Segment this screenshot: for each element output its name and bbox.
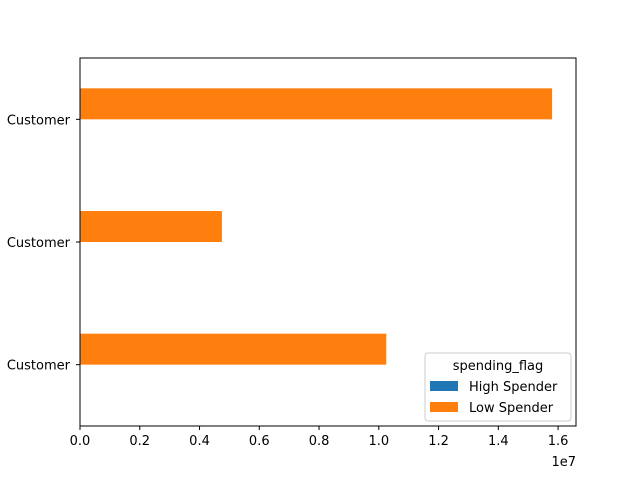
legend: spending_flag High Spender Low Spender [424, 352, 572, 422]
x-tick-label: 0.6 [249, 434, 270, 449]
y-tick-label: Customer [7, 236, 71, 251]
bar-low-spender-0 [80, 333, 387, 365]
legend-box [424, 352, 572, 422]
legend-title: spending_flag [453, 359, 544, 374]
legend-label-low-spender: Low Spender [469, 401, 554, 416]
x-tick-label: 0.8 [309, 434, 330, 449]
x-tick-label: 0.0 [70, 434, 91, 449]
legend-swatch-low-spender [430, 402, 458, 412]
y-tick-label: Customer [7, 113, 71, 128]
bars-group [80, 88, 553, 365]
x-tick-label: 0.4 [189, 434, 210, 449]
y-axis: Customer Customer Customer [7, 113, 80, 374]
y-tick-label: Customer [7, 359, 71, 374]
x-axis-scale-label: 1e7 [551, 455, 576, 470]
x-axis: 0.0 0.2 0.4 0.6 0.8 1.0 1.2 1.4 1.6 [70, 426, 569, 449]
legend-label-high-spender: High Spender [469, 380, 558, 395]
bar-low-spender-1 [80, 211, 222, 242]
bar-low-spender-2 [80, 88, 553, 120]
legend-swatch-high-spender [430, 381, 458, 391]
x-tick-label: 1.4 [488, 434, 509, 449]
x-tick-label: 1.6 [548, 434, 569, 449]
x-tick-label: 0.2 [129, 434, 150, 449]
x-tick-label: 1.0 [368, 434, 389, 449]
x-tick-label: 1.2 [428, 434, 449, 449]
